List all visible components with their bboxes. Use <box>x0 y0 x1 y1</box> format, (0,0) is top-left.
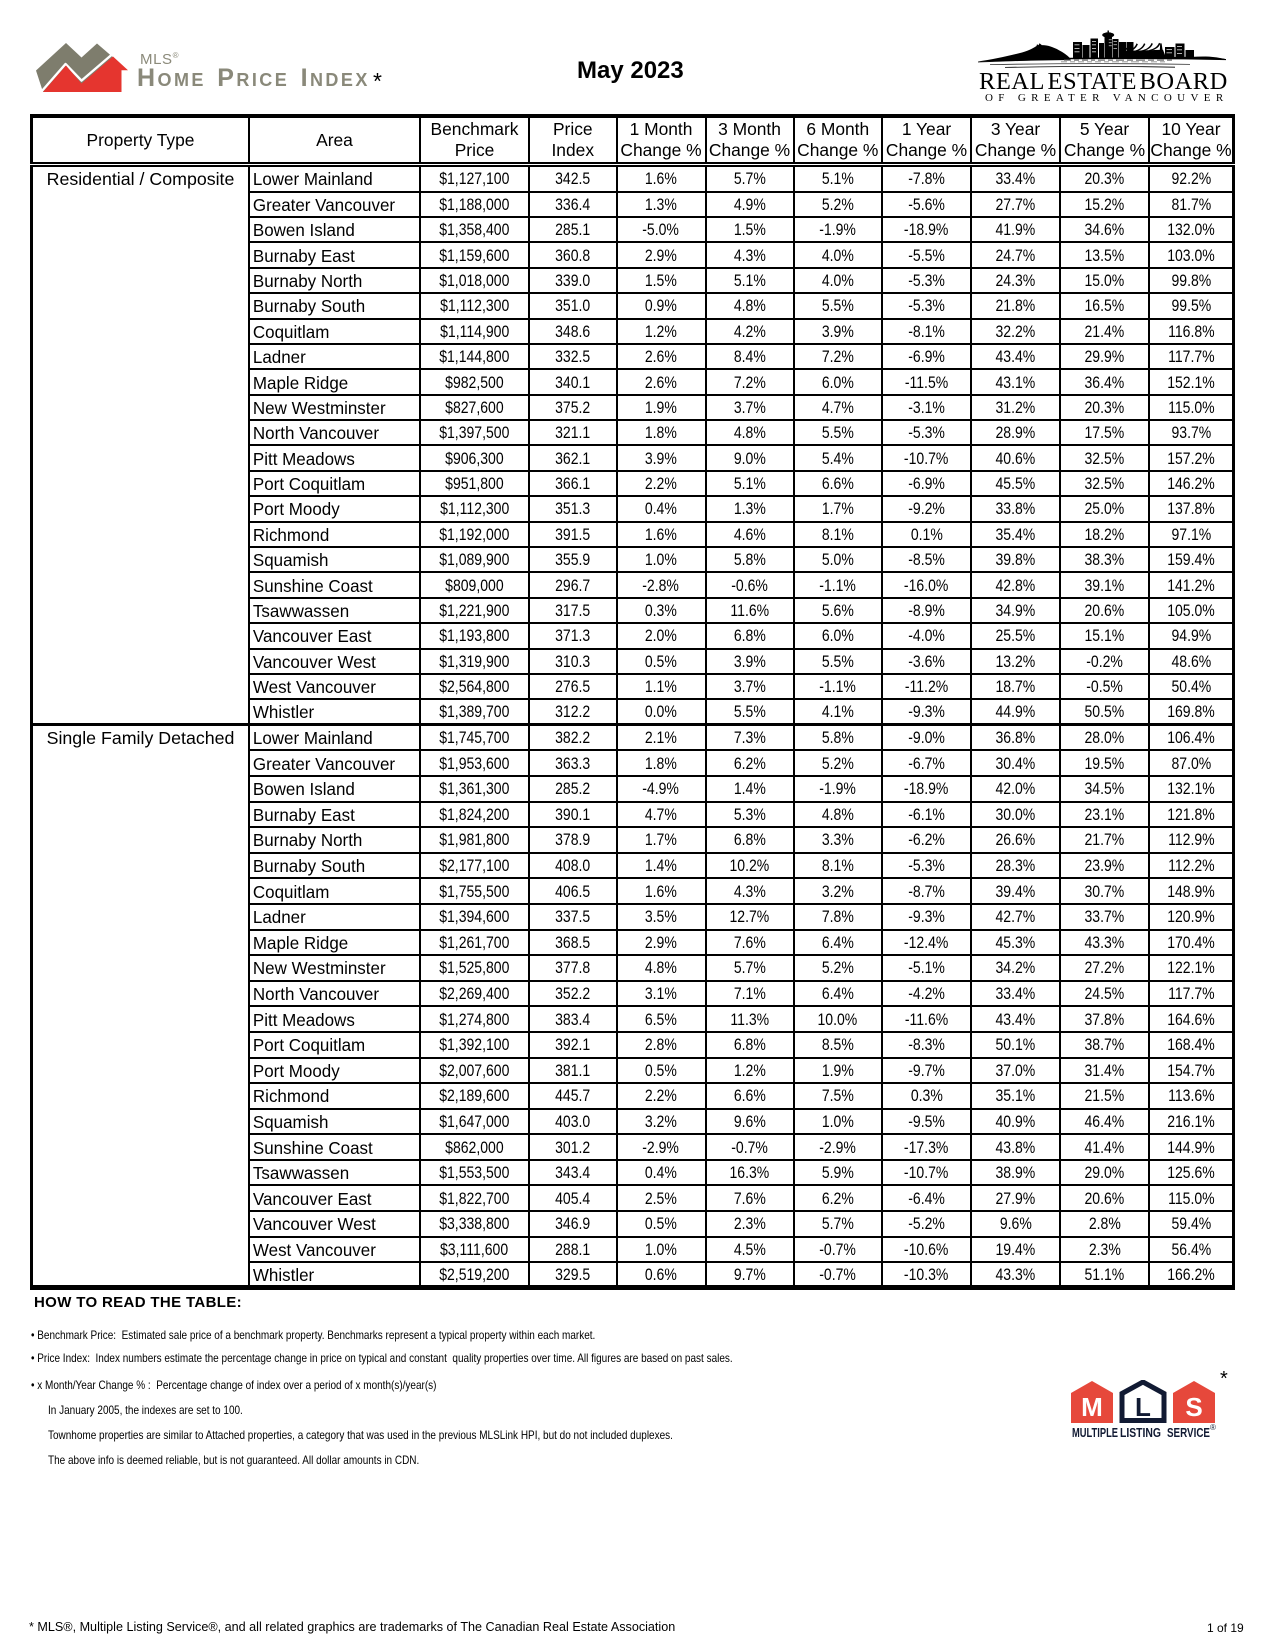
svg-text:L: L <box>1135 1392 1151 1422</box>
svg-text:®: ® <box>1210 1423 1216 1432</box>
svg-text:SERVICE: SERVICE <box>1167 1425 1210 1440</box>
svg-text:S: S <box>1185 1392 1202 1422</box>
svg-text:MULTIPLE: MULTIPLE <box>1072 1425 1118 1440</box>
svg-text:M: M <box>1081 1392 1103 1422</box>
svg-text:LISTING: LISTING <box>1120 1425 1161 1440</box>
